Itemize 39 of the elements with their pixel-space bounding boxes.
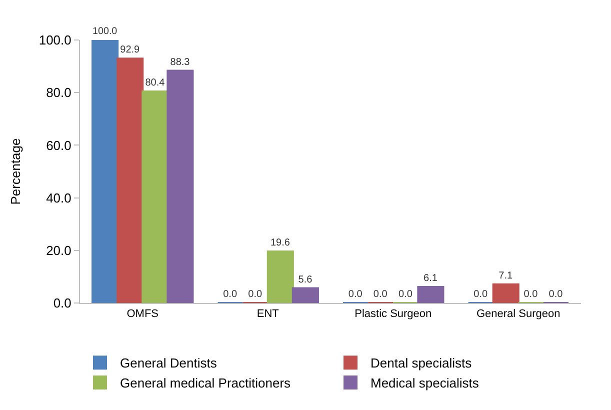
legend-label: General medical Practitioners (120, 376, 292, 391)
y-tick-label: 60.0 (46, 138, 72, 153)
x-tick-label: Plastic Surgeon (354, 308, 432, 320)
bar (492, 283, 520, 303)
legend-label: Medical specialists (370, 376, 480, 391)
data-label: 19.6 (270, 237, 290, 248)
x-tick-label: ENT (256, 308, 280, 320)
y-tick-label: 0.0 (53, 296, 72, 311)
bar (266, 250, 294, 303)
legend-label: Dental specialists (370, 356, 472, 371)
legend-label: General Dentists (120, 356, 218, 371)
y-tick-label: 100.0 (38, 32, 72, 48)
bar (166, 70, 194, 303)
data-label: 7.1 (498, 270, 514, 282)
bar (92, 40, 119, 303)
data-label: 0.0 (223, 289, 238, 300)
data-label: 0.0 (474, 289, 488, 300)
data-label: 0.0 (548, 289, 564, 300)
data-label: 80.4 (145, 78, 166, 89)
data-label: 5.6 (298, 274, 313, 286)
data-label: 6.1 (424, 272, 438, 284)
y-tick-label: 20.0 (46, 242, 72, 258)
data-label: 92.9 (120, 44, 140, 56)
x-tick-label: General Surgeon (476, 308, 560, 320)
data-label: 100.0 (92, 26, 118, 38)
y-tick-label: 40.0 (46, 190, 72, 206)
data-label: 0.0 (373, 289, 388, 300)
data-label: 88.3 (170, 56, 190, 68)
y-tick-label: 80.0 (46, 85, 72, 100)
data-label: 0.0 (348, 289, 363, 300)
bar (116, 58, 144, 303)
bar (142, 90, 169, 303)
y-axis-title: Percentage (8, 138, 23, 205)
bar (292, 287, 319, 303)
data-label: 0.0 (524, 289, 538, 300)
data-label: 0.0 (398, 289, 413, 300)
bar (417, 286, 444, 303)
x-tick-label: OMFS (126, 308, 159, 320)
data-label: 0.0 (248, 289, 263, 300)
